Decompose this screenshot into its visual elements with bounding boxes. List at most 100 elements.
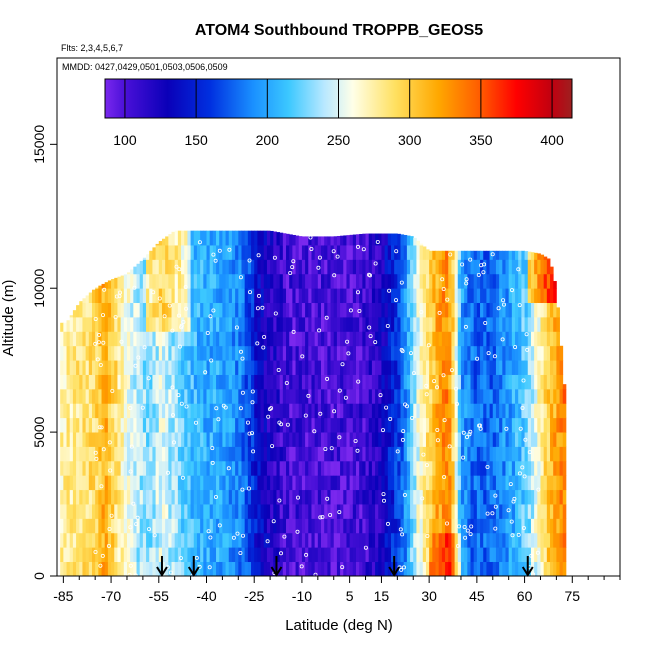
heatmap-cell (301, 245, 306, 260)
sample-point (101, 340, 106, 345)
sample-point (477, 423, 482, 428)
heatmap-cell (104, 547, 109, 563)
heatmap-cell (381, 417, 386, 433)
heatmap-cell (196, 302, 201, 318)
heatmap-cell (317, 504, 322, 519)
heatmap-cell (515, 288, 519, 304)
heatmap-cell (142, 446, 147, 462)
heatmap-cell (311, 504, 316, 519)
heatmap-cell (203, 259, 207, 275)
heatmap-cell (410, 245, 414, 260)
heatmap-cell (69, 388, 74, 404)
heatmap-cell (375, 302, 379, 318)
heatmap-cell (161, 360, 166, 375)
heatmap-cell (247, 460, 252, 476)
heatmap-cell (301, 236, 306, 246)
heatmap-cell (336, 489, 341, 505)
heatmap-cell (540, 518, 545, 534)
heatmap-cell (63, 504, 67, 519)
heatmap-cell (184, 230, 188, 246)
heatmap-cell (301, 273, 306, 289)
heatmap-cell (260, 374, 265, 390)
heatmap-cell (327, 273, 331, 289)
heatmap-cell (473, 331, 478, 347)
heatmap-cell (171, 417, 176, 433)
sample-point (535, 550, 540, 555)
heatmap-cell (410, 489, 414, 505)
sample-point (295, 529, 300, 534)
heatmap-cell (142, 273, 147, 289)
heatmap-cell (317, 302, 322, 318)
heatmap-cell (292, 273, 296, 289)
heatmap-cell (476, 518, 481, 534)
heatmap-cell (101, 317, 106, 332)
heatmap-cell (368, 388, 373, 404)
heatmap-cell (136, 475, 141, 491)
heatmap-cell (123, 317, 128, 332)
heatmap-cell (429, 460, 433, 476)
heatmap-cell (231, 475, 236, 491)
heatmap-cell (518, 360, 522, 375)
heatmap-cell (117, 374, 122, 390)
heatmap-cell (85, 489, 90, 505)
heatmap-cell (365, 331, 370, 347)
heatmap-cell (292, 460, 296, 476)
heatmap-cell (550, 374, 554, 390)
sample-point (510, 533, 515, 538)
heatmap-cell (60, 504, 64, 519)
heatmap-cell (82, 475, 87, 491)
heatmap-cell (251, 547, 255, 563)
sample-point (501, 302, 506, 307)
heatmap-cell (295, 374, 300, 390)
heatmap-cell (489, 259, 494, 275)
heatmap-cell (107, 547, 112, 563)
heatmap-cell (489, 360, 494, 375)
heatmap-cell (359, 374, 363, 390)
heatmap-cell (174, 360, 179, 375)
heatmap-cell (419, 475, 424, 491)
heatmap-cell (260, 388, 265, 404)
heatmap-cell (200, 403, 204, 419)
heatmap-cell (155, 446, 160, 462)
heatmap-cell (495, 446, 500, 462)
heatmap-cell (254, 374, 258, 390)
heatmap-cell (101, 417, 106, 433)
heatmap-cell (445, 331, 449, 347)
heatmap-cell (451, 388, 455, 404)
heatmap-cell (181, 302, 185, 318)
heatmap-cell (441, 518, 446, 534)
heatmap-cell (152, 475, 156, 491)
heatmap-cell (146, 254, 150, 260)
heatmap-cell (254, 547, 258, 563)
colorbar-tick-label: 300 (398, 132, 422, 148)
heatmap-cell (492, 547, 497, 563)
heatmap-cell (155, 432, 160, 447)
heatmap-cell (508, 547, 513, 563)
heatmap-cell (142, 259, 147, 275)
heatmap-cell (222, 245, 226, 260)
heatmap-cell (321, 489, 325, 505)
heatmap-cell (165, 532, 169, 548)
heatmap-cell (85, 460, 90, 476)
heatmap-cell (422, 403, 427, 419)
heatmap-cell (365, 233, 370, 246)
heatmap-cell (254, 345, 258, 361)
heatmap-cell (384, 245, 389, 260)
heatmap-cell (365, 374, 370, 390)
heatmap-cell (511, 374, 516, 390)
heatmap-cell (152, 403, 156, 419)
heatmap-cell (476, 446, 481, 462)
heatmap-cell (327, 547, 331, 563)
heatmap-cell (286, 518, 290, 534)
sample-point (247, 258, 252, 263)
heatmap-cell (101, 283, 106, 289)
sample-point (398, 527, 403, 532)
heatmap-cell (371, 432, 376, 447)
heatmap-cell (419, 360, 424, 375)
heatmap-cell (508, 532, 513, 548)
heatmap-cell (327, 532, 331, 548)
heatmap-cell (362, 504, 366, 519)
heatmap-cell (435, 250, 440, 260)
heatmap-cell (146, 518, 150, 534)
heatmap-cell (171, 446, 176, 462)
